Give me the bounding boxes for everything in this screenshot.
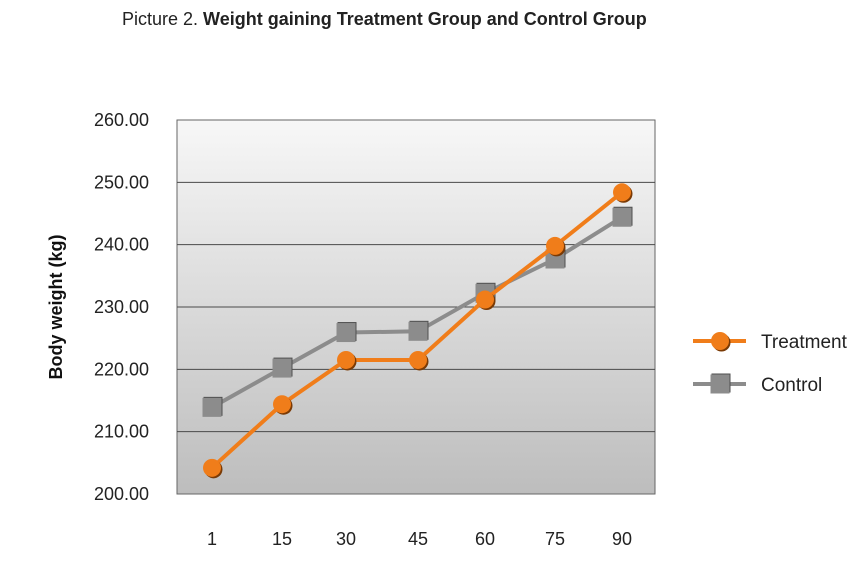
legend-item-control: Control <box>693 373 822 396</box>
x-tick-label: 45 <box>408 529 428 549</box>
data-point <box>272 358 292 378</box>
series-group <box>202 183 633 479</box>
data-point <box>202 397 222 417</box>
legend-marker <box>710 374 730 394</box>
legend-item-treatment: Treatment <box>693 332 848 353</box>
x-tick-label: 60 <box>475 529 495 549</box>
data-point <box>476 290 494 309</box>
chart-title-prefix: Picture 2. <box>122 9 204 29</box>
data-point <box>203 458 221 477</box>
legend: Treatment Control <box>693 332 848 396</box>
series-treatment <box>203 183 633 479</box>
y-tick-label: 210.00 <box>94 422 149 442</box>
data-point <box>409 350 427 369</box>
legend-label: Control <box>761 375 822 396</box>
data-point <box>613 183 631 202</box>
data-point <box>408 321 428 341</box>
x-tick-labels: 1 15 30 45 60 75 90 <box>207 529 632 549</box>
data-point <box>273 395 291 414</box>
data-point <box>546 236 564 255</box>
data-point <box>336 323 356 343</box>
y-tick-label: 250.00 <box>94 172 149 192</box>
chart-title-main: Weight gaining Treatment Group and Contr… <box>203 9 647 29</box>
y-tick-label: 220.00 <box>94 359 149 379</box>
x-tick-label: 15 <box>272 529 292 549</box>
y-tick-labels: 200.00 210.00 220.00 230.00 240.00 250.00 260.… <box>94 110 149 504</box>
y-tick-label: 200.00 <box>94 484 149 504</box>
chart-title: Picture 2. Weight gaining Treatment Grou… <box>122 9 647 30</box>
data-point <box>337 350 355 369</box>
y-tick-label: 230.00 <box>94 297 149 317</box>
x-tick-label: 1 <box>207 529 217 549</box>
x-tick-label: 90 <box>612 529 632 549</box>
x-tick-label: 75 <box>545 529 565 549</box>
legend-label: Treatment <box>761 332 848 353</box>
y-tick-label: 240.00 <box>94 235 149 255</box>
legend-marker <box>711 332 729 350</box>
x-tick-label: 30 <box>336 529 356 549</box>
y-axis-label: Body weight (kg) <box>46 235 66 380</box>
y-tick-label: 260.00 <box>94 110 149 130</box>
data-point <box>612 207 632 227</box>
